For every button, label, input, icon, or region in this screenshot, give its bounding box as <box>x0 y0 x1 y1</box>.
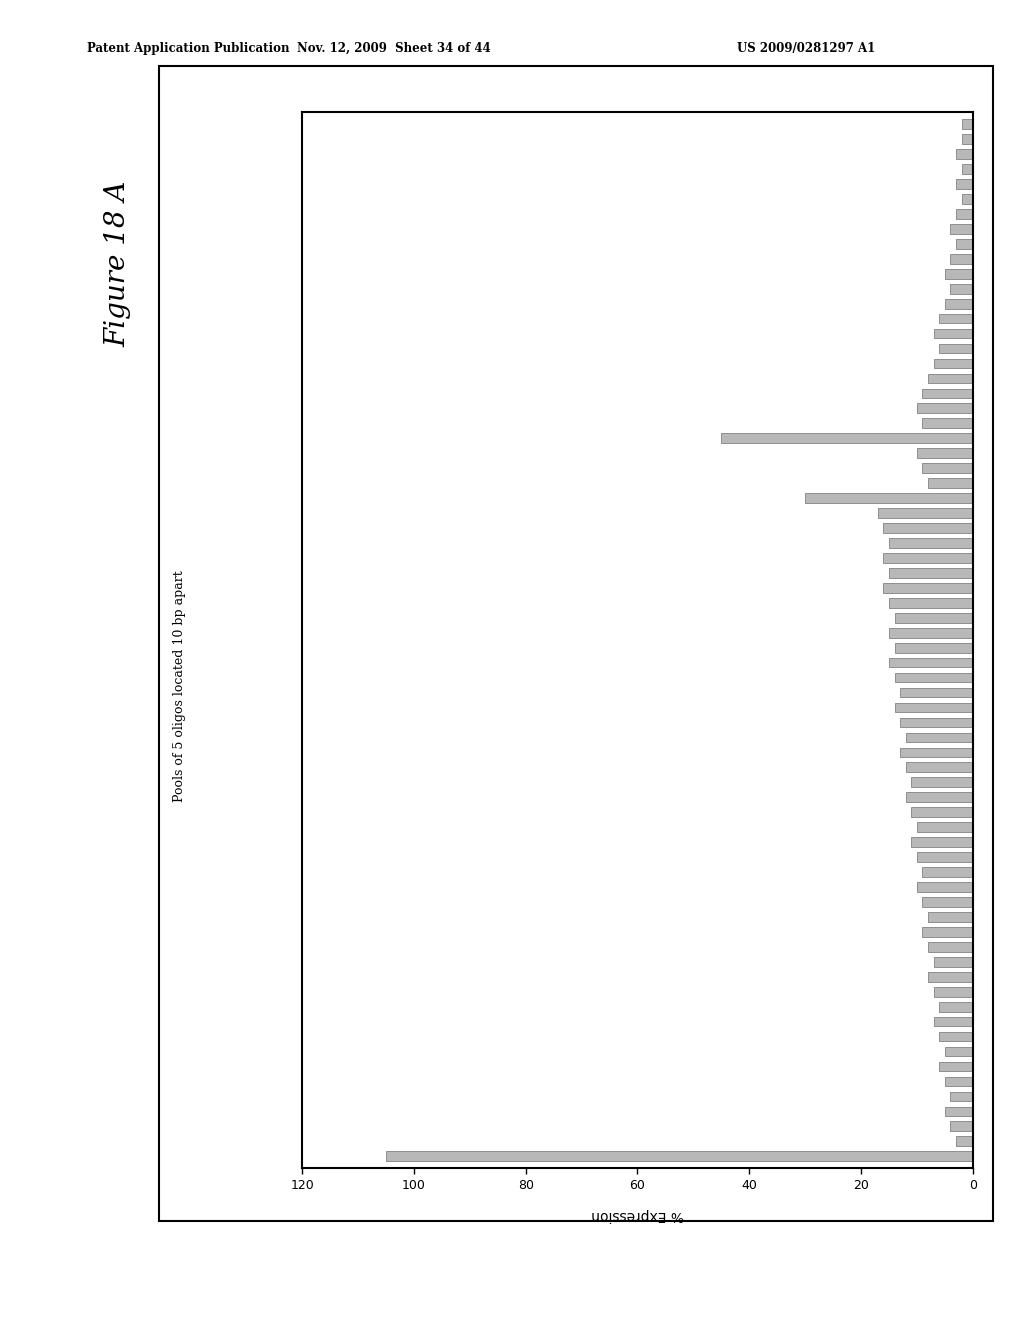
Text: Nov. 12, 2009  Sheet 34 of 44: Nov. 12, 2009 Sheet 34 of 44 <box>297 42 492 55</box>
Bar <box>956 1137 973 1146</box>
Bar <box>962 164 973 174</box>
Bar <box>934 359 973 368</box>
Bar <box>939 1002 973 1011</box>
Bar <box>905 792 973 803</box>
Text: Pools of 5 oligos located 10 bp apart: Pools of 5 oligos located 10 bp apart <box>173 570 185 803</box>
Bar <box>905 733 973 742</box>
Bar <box>923 867 973 876</box>
Bar <box>889 598 973 607</box>
Bar <box>916 822 973 832</box>
Bar <box>923 463 973 473</box>
Bar <box>928 478 973 488</box>
Bar <box>956 209 973 219</box>
Bar <box>805 494 973 503</box>
Bar <box>916 404 973 413</box>
Bar <box>911 777 973 787</box>
Bar <box>928 972 973 982</box>
Text: US 2009/0281297 A1: US 2009/0281297 A1 <box>737 42 876 55</box>
Bar <box>878 508 973 517</box>
Bar <box>945 1047 973 1056</box>
Bar <box>900 747 973 758</box>
Bar <box>911 837 973 847</box>
Bar <box>916 853 973 862</box>
Bar <box>905 763 973 772</box>
Bar <box>900 718 973 727</box>
Text: Figure 18 A: Figure 18 A <box>104 181 131 347</box>
Bar <box>895 612 973 623</box>
Bar <box>928 912 973 921</box>
Bar <box>934 987 973 997</box>
Bar <box>923 418 973 428</box>
Bar <box>945 1106 973 1117</box>
Bar <box>884 523 973 533</box>
Bar <box>950 1122 973 1131</box>
Bar <box>923 388 973 399</box>
Bar <box>889 657 973 668</box>
Bar <box>895 702 973 713</box>
Bar <box>939 314 973 323</box>
Bar <box>889 568 973 578</box>
Bar <box>928 942 973 952</box>
Bar <box>945 298 973 309</box>
Bar <box>956 149 973 158</box>
Bar <box>950 284 973 293</box>
Bar <box>934 329 973 338</box>
Bar <box>939 1061 973 1072</box>
Bar <box>721 433 973 444</box>
Bar <box>928 374 973 383</box>
X-axis label: % Expression: % Expression <box>591 1208 684 1222</box>
Bar <box>939 343 973 354</box>
Bar <box>945 1077 973 1086</box>
Bar <box>950 253 973 264</box>
Bar <box>895 643 973 652</box>
Bar <box>916 449 973 458</box>
Bar <box>934 1016 973 1027</box>
Bar <box>386 1151 973 1162</box>
Bar <box>950 1092 973 1101</box>
Text: Patent Application Publication: Patent Application Publication <box>87 42 290 55</box>
Bar <box>911 808 973 817</box>
Bar <box>916 882 973 892</box>
Bar <box>950 224 973 234</box>
Bar <box>923 898 973 907</box>
Bar <box>934 957 973 966</box>
Bar <box>895 673 973 682</box>
Bar <box>962 194 973 203</box>
Bar <box>889 539 973 548</box>
Bar <box>884 553 973 562</box>
Bar <box>939 1032 973 1041</box>
Bar <box>945 269 973 279</box>
Bar <box>900 688 973 697</box>
Bar <box>884 583 973 593</box>
Bar <box>962 119 973 129</box>
Bar <box>962 135 973 144</box>
Bar <box>889 628 973 638</box>
Bar <box>956 239 973 248</box>
Bar <box>923 927 973 937</box>
Bar <box>956 180 973 189</box>
